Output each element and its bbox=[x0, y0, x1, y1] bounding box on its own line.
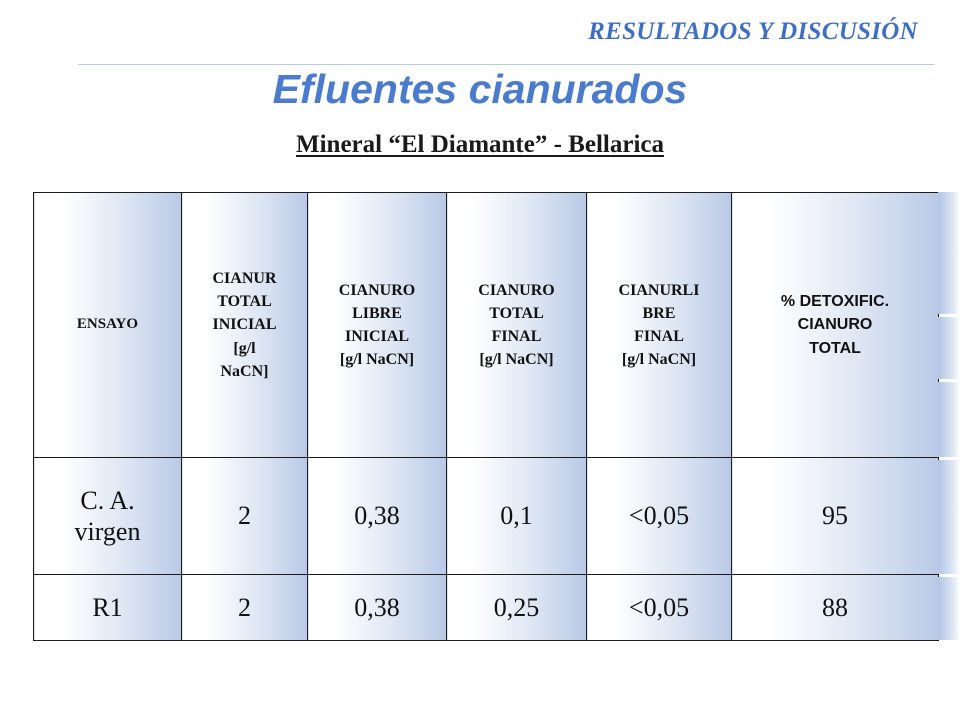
column-header-cianuro-libre-final: CIANURLI BRE FINAL [g/l NaCN] bbox=[586, 192, 732, 458]
adjacent-column-edge bbox=[938, 192, 960, 640]
slide-title: Efluentes cianurados bbox=[272, 66, 688, 112]
table-cell: 0,38 bbox=[307, 457, 447, 575]
column-header-ensayo: ENSAYO bbox=[33, 192, 182, 458]
table-cell: 0,1 bbox=[446, 457, 587, 575]
table-cell: 88 bbox=[731, 574, 939, 641]
table-cell: 0,38 bbox=[307, 574, 447, 641]
table-cell: 0,25 bbox=[446, 574, 587, 641]
results-table-container: ENSAYO CIANUR TOTAL INICIAL [g/l NaCN] C… bbox=[33, 192, 939, 641]
table-cell: <0,05 bbox=[586, 574, 732, 641]
table-cell: <0,05 bbox=[586, 457, 732, 575]
column-header-cianuro-total-inicial: CIANUR TOTAL INICIAL [g/l NaCN] bbox=[181, 192, 308, 458]
column-header-detoxificacion: % DETOXIFIC. CIANURO TOTAL bbox=[731, 192, 939, 458]
slide-subtitle: Mineral “El Diamante” - Bellarica bbox=[296, 131, 664, 158]
results-table: ENSAYO CIANUR TOTAL INICIAL [g/l NaCN] C… bbox=[33, 192, 939, 641]
table-cell: R1 bbox=[33, 574, 182, 641]
column-header-cianuro-total-final: CIANURO TOTAL FINAL [g/l NaCN] bbox=[446, 192, 587, 458]
table-row: C. A. virgen 2 0,38 0,1 <0,05 95 bbox=[33, 457, 939, 575]
header-divider bbox=[78, 64, 934, 65]
table-cell: 2 bbox=[181, 574, 308, 641]
table-header-row: ENSAYO CIANUR TOTAL INICIAL [g/l NaCN] C… bbox=[33, 192, 939, 458]
table-cell: 2 bbox=[181, 457, 308, 575]
column-header-cianuro-libre-inicial: CIANURO LIBRE INICIAL [g/l NaCN] bbox=[307, 192, 447, 458]
table-row: R1 2 0,38 0,25 <0,05 88 bbox=[33, 574, 939, 641]
table-cell: C. A. virgen bbox=[33, 457, 182, 575]
table-cell: 95 bbox=[731, 457, 939, 575]
section-title: RESULTADOS Y DISCUSIÓN bbox=[588, 18, 918, 45]
